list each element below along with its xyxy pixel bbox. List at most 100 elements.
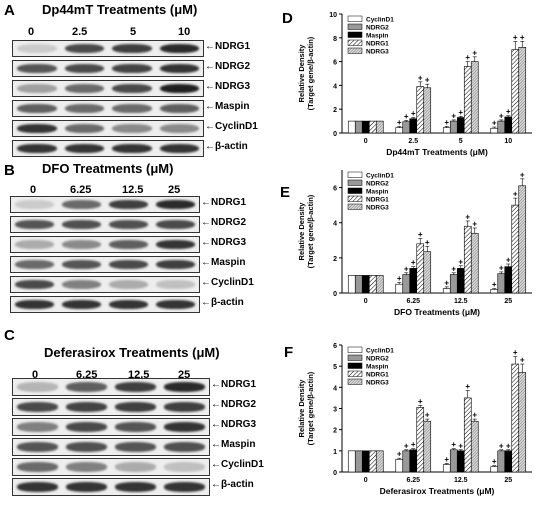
- bar-chart-deferasirox: 0 1 2 3 4 5 6 Relative Density (Target gene/β-ac…: [297, 343, 532, 496]
- blot-strip: [12, 120, 204, 137]
- bar: [449, 449, 458, 473]
- blot-strip: [12, 418, 210, 436]
- blot-band: [115, 462, 156, 472]
- blot-title: Dp44mT Treatments (μM): [42, 2, 198, 17]
- significance-marker: +: [404, 441, 409, 450]
- blot-band: [115, 422, 156, 432]
- blot-band: [17, 422, 58, 432]
- significance-marker: +: [472, 219, 477, 228]
- bar: [368, 450, 377, 473]
- bar: [449, 120, 458, 134]
- x-tick-label: 6.25: [406, 477, 420, 484]
- y-tick-label: 6: [333, 343, 337, 350]
- blot-band: [17, 442, 58, 452]
- significance-marker: +: [506, 256, 511, 265]
- x-axis-label: Deferasirox Treatments (μM): [380, 486, 495, 496]
- blot-strip: [12, 140, 204, 157]
- legend-label: NDRG3: [366, 205, 389, 212]
- blot-band: [159, 64, 199, 73]
- blot-band: [62, 280, 101, 289]
- bar: [416, 86, 425, 134]
- bar: [368, 120, 377, 134]
- significance-marker: +: [425, 411, 430, 420]
- bar: [409, 118, 418, 134]
- blot-band: [64, 44, 104, 53]
- legend-swatch: [347, 203, 363, 210]
- blot-band: [66, 402, 107, 412]
- protein-label: ←NDRG3: [205, 81, 251, 92]
- blot-strip: [10, 236, 200, 253]
- blot-band: [15, 260, 54, 269]
- x-tick-label: 5: [459, 138, 463, 145]
- blot-band: [164, 402, 205, 412]
- protein-label: ←NDRG2: [201, 217, 247, 228]
- bar: [511, 49, 520, 134]
- bar: [456, 117, 465, 134]
- blot-band: [112, 44, 152, 53]
- panel-letter-d: D: [282, 10, 293, 27]
- concentration-label: 12.5: [122, 184, 144, 196]
- bar: [402, 121, 411, 134]
- bar: [497, 273, 506, 294]
- blot-band: [17, 64, 57, 73]
- y-tick-label: 1: [333, 449, 337, 456]
- blot-band: [64, 84, 104, 93]
- bar: [375, 450, 384, 473]
- blot-band: [156, 300, 195, 309]
- concentration-label: 0: [32, 369, 39, 381]
- legend-swatch: [347, 370, 363, 377]
- bar: [361, 275, 370, 294]
- significance-marker: +: [458, 108, 463, 117]
- legend-swatch: [347, 171, 363, 178]
- concentration-label: 5: [130, 26, 137, 38]
- blot-band: [159, 144, 199, 153]
- legend-label: NDRG3: [366, 380, 389, 387]
- y-tick-label: 6: [333, 60, 337, 67]
- significance-marker: +: [404, 264, 409, 273]
- blot-band: [112, 64, 152, 73]
- significance-marker: +: [425, 238, 430, 247]
- blot-strip: [12, 378, 210, 396]
- blot-band: [66, 442, 107, 452]
- significance-marker: +: [492, 280, 497, 289]
- blot-band: [159, 104, 199, 113]
- blot-title: DFO Treatments (μM): [42, 161, 174, 176]
- y-axis-label: Relative Density: [297, 44, 306, 103]
- significance-marker: +: [418, 397, 423, 406]
- blot-band: [15, 300, 54, 309]
- bar: [470, 61, 479, 134]
- blot-band: [17, 402, 58, 412]
- bar: [490, 127, 499, 134]
- blot-band: [112, 84, 152, 93]
- bar: [402, 274, 411, 294]
- blot-band: [17, 44, 57, 53]
- blot-band: [112, 104, 152, 113]
- legend-label: Maspin: [366, 33, 388, 40]
- blot-band: [62, 260, 101, 269]
- y-tick-label: 4: [333, 385, 337, 392]
- blot-band: [17, 382, 58, 392]
- significance-marker: +: [499, 111, 504, 120]
- protein-label: ←Maspin: [201, 257, 246, 268]
- blot-band: [62, 200, 101, 209]
- blot-band: [62, 240, 101, 249]
- y-axis-label: Relative Density: [297, 202, 306, 261]
- protein-label: ←NDRG1: [211, 379, 257, 390]
- bar: [395, 459, 404, 473]
- legend-label: Maspin: [366, 364, 388, 371]
- blot-strip: [10, 216, 200, 233]
- blot-band: [66, 462, 107, 472]
- significance-marker: +: [513, 190, 518, 199]
- bar: [497, 120, 506, 134]
- blot-band: [66, 482, 107, 492]
- legend-swatch: [347, 346, 363, 353]
- bar: [361, 120, 370, 134]
- x-tick-label: 0: [364, 477, 368, 484]
- bar: [463, 397, 472, 473]
- blot-strip: [12, 60, 204, 77]
- significance-marker: +: [492, 119, 497, 128]
- legend-label: NDRG1: [366, 197, 389, 204]
- blot-band: [164, 382, 205, 392]
- blot-band: [109, 300, 148, 309]
- significance-marker: +: [465, 53, 470, 62]
